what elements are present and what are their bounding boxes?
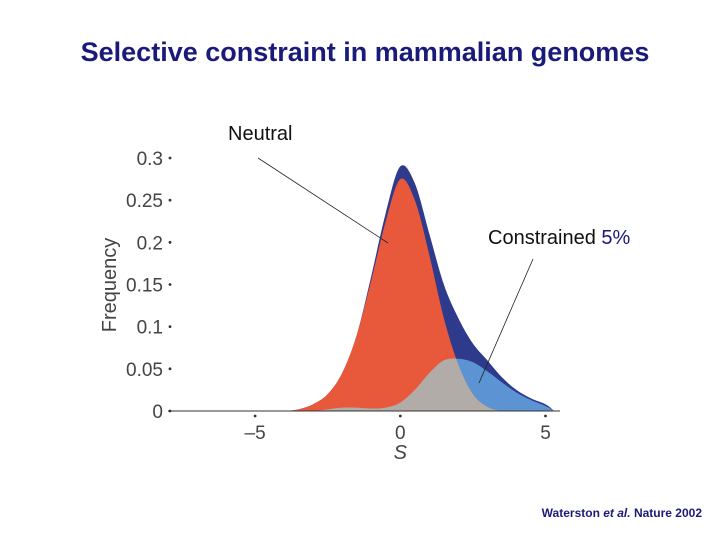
x-axis-label: S: [394, 442, 408, 464]
neutral-pointer-line: [257, 157, 389, 244]
citation-etal: et al.: [603, 506, 631, 520]
y-tick-mark: [168, 283, 172, 286]
y-tick-label: 0.15: [126, 276, 163, 297]
constrained-label: Constrained 5%: [488, 227, 630, 250]
y-tick-mark: [168, 367, 172, 371]
y-tick-label: 0.05: [126, 360, 163, 381]
constrained-pointer-line: [478, 258, 534, 384]
y-tick-label: 0.3: [137, 149, 163, 170]
x-tick-mark: [544, 414, 547, 418]
y-tick-label: 0.25: [126, 191, 163, 212]
page-title: Selective constraint in mammalian genome…: [80, 37, 650, 67]
citation: Waterston et al. Nature 2002: [542, 506, 702, 520]
series-neutral-area: [284, 178, 555, 411]
citation-author: Waterston: [541, 506, 600, 520]
x-tick-label: –5: [245, 423, 266, 444]
x-tick-label: 5: [540, 423, 551, 444]
y-tick-mark: [168, 409, 172, 413]
y-tick-label: 0: [152, 402, 163, 423]
y-tick-mark: [168, 198, 172, 202]
neutral-label: Neutral: [228, 123, 293, 145]
y-tick-label: 0.1: [137, 318, 163, 339]
y-tick-mark: [168, 240, 172, 244]
y-tick-label: 0.2: [137, 233, 163, 254]
constrained-text: Constrained: [488, 227, 596, 249]
citation-journal: Nature 2002: [633, 506, 702, 520]
x-tick-label: 0: [395, 423, 406, 444]
y-tick-mark: [168, 325, 172, 329]
x-tick-mark: [253, 414, 257, 418]
y-axis-label: Frequency: [99, 238, 121, 333]
series-constrained-area: [284, 358, 555, 411]
x-tick-mark: [398, 414, 402, 418]
y-tick-mark: [168, 156, 172, 160]
constrained-percent: 5%: [601, 227, 631, 249]
